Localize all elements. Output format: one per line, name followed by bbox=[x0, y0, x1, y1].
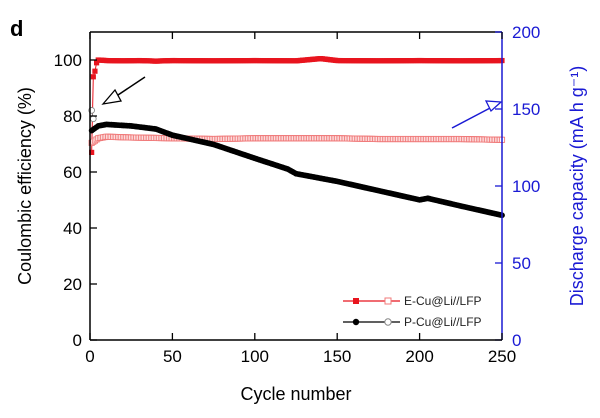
x-axis: 0 50 100 150 200 250 bbox=[85, 32, 516, 366]
legend-entry-e-cu: E-Cu@Li//LFP bbox=[404, 294, 482, 308]
capacity-arrow-shaft bbox=[451, 106, 493, 129]
data-point bbox=[92, 68, 98, 74]
x-tick-label: 100 bbox=[241, 347, 269, 366]
panel-label: d bbox=[10, 16, 23, 41]
right-y-tick-label: 150 bbox=[512, 100, 540, 119]
right-y-tick-label: 50 bbox=[512, 254, 531, 273]
right-y-tick-label: 200 bbox=[512, 23, 540, 42]
data-point bbox=[93, 60, 100, 66]
left-y-tick-label: 80 bbox=[63, 107, 82, 126]
right-y-axis-title: Discharge capacity (mA h g⁻¹) bbox=[567, 66, 587, 307]
x-tick-label: 200 bbox=[405, 347, 433, 366]
series-e-cu-li-lfp-discharge-capacity bbox=[88, 133, 506, 146]
left-y-tick-label: 100 bbox=[54, 51, 82, 70]
left-y-tick-label: 60 bbox=[63, 163, 82, 182]
left-y-axis: 0 20 40 60 80 100 bbox=[54, 32, 97, 350]
legend-marker-open bbox=[384, 318, 392, 326]
x-tick-label: 150 bbox=[323, 347, 351, 366]
capacity-arrow-head bbox=[484, 100, 503, 113]
left-y-tick-label: 20 bbox=[63, 275, 82, 294]
data-point bbox=[90, 74, 96, 80]
left-y-tick-label: 0 bbox=[73, 331, 82, 350]
x-tick-label: 250 bbox=[488, 347, 516, 366]
x-tick-label: 0 bbox=[85, 347, 94, 366]
annotation-arrows bbox=[101, 76, 503, 129]
efficiency-arrow-head bbox=[101, 88, 123, 105]
x-tick-label: 50 bbox=[163, 347, 182, 366]
left-y-axis-title: Coulombic efficiency (%) bbox=[15, 87, 35, 285]
legend: E-Cu@Li//LFP P-Cu@Li//LFP bbox=[343, 294, 482, 329]
data-point bbox=[89, 115, 97, 123]
data-point bbox=[89, 149, 95, 155]
right-y-axis: 0 50 100 150 200 bbox=[495, 23, 540, 350]
legend-entry-p-cu: P-Cu@Li//LFP bbox=[404, 315, 482, 329]
right-y-tick-label: 0 bbox=[512, 331, 521, 350]
right-y-tick-label: 100 bbox=[512, 177, 540, 196]
series-p-cu-li-lfp-discharge-capacity bbox=[88, 121, 505, 219]
left-y-tick-label: 40 bbox=[63, 219, 82, 238]
plot-area bbox=[88, 31, 506, 219]
x-axis-title: Cycle number bbox=[240, 384, 351, 404]
legend-marker-filled bbox=[353, 298, 359, 304]
series-e-cu-li-lfp-coulombic-efficiency bbox=[89, 56, 505, 155]
legend-marker-filled bbox=[352, 318, 360, 326]
legend-marker-open bbox=[384, 297, 392, 305]
